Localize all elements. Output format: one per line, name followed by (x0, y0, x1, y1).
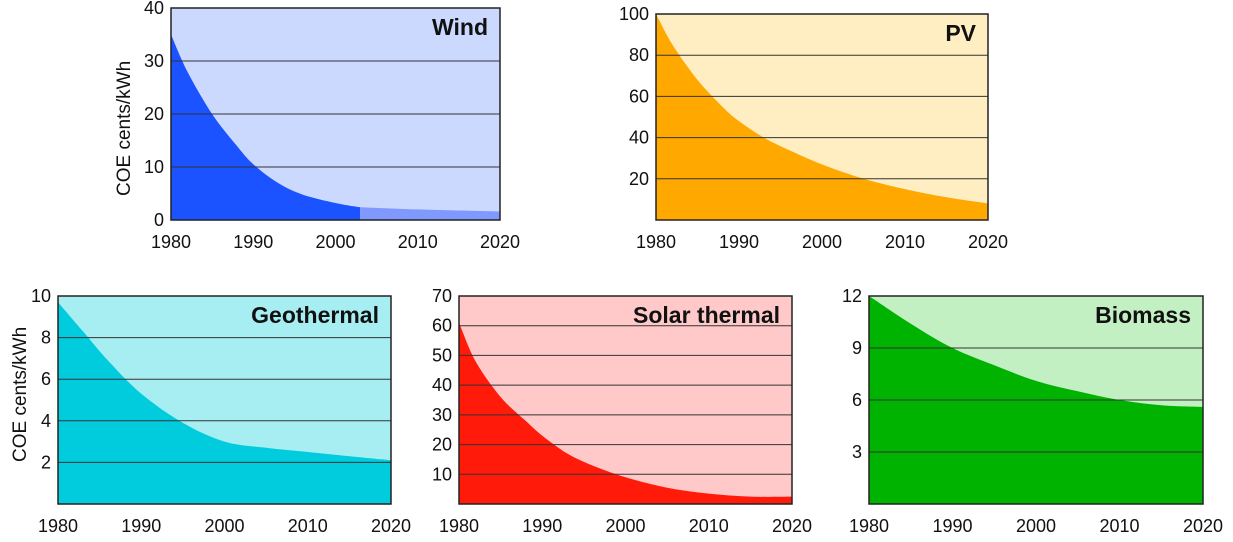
solar-thermal-y-tick-label: 10 (432, 464, 452, 484)
biomass-y-tick-label: 12 (842, 286, 862, 306)
biomass-plot-frame (868, 295, 1204, 505)
solar-thermal-y-tick-label: 60 (432, 316, 452, 336)
solar-thermal-y-tick-label: 30 (432, 405, 452, 425)
solar-thermal-y-tick-label: 50 (432, 345, 452, 365)
pv-x-tick-label: 2000 (802, 232, 842, 252)
pv-x-tick-label: 1990 (719, 232, 759, 252)
pv-y-tick-label: 60 (629, 86, 649, 106)
biomass-x-tick-label: 1990 (932, 516, 972, 536)
biomass-x-tick-label: 2000 (1016, 516, 1056, 536)
geothermal-y-tick-label: 10 (31, 286, 51, 306)
biomass-x-tick-label: 2020 (1183, 516, 1223, 536)
solar-thermal-y-tick-label: 40 (432, 375, 452, 395)
pv-y-tick-label: 40 (629, 128, 649, 148)
biomass-x-tick-label: 1980 (849, 516, 889, 536)
geothermal-y-axis-label: COE cents/kWh (10, 326, 31, 462)
wind-area-historical (171, 34, 361, 220)
wind-y-tick-label: 10 (144, 157, 164, 177)
geothermal-x-tick-label: 1990 (121, 516, 161, 536)
biomass-chart-title: Biomass (1095, 302, 1191, 328)
solar-thermal-chart: 10 20 30 40 50 60 70 1980 1990 2000 2010 2020 Solar … (432, 286, 812, 536)
pv-area (656, 14, 988, 220)
wind-y-tick-label: 30 (144, 51, 164, 71)
solar-thermal-plot-frame (458, 295, 793, 505)
geothermal-x-tick-label: 2010 (288, 516, 328, 536)
biomass-y-tick-label: 3 (852, 442, 862, 462)
wind-plot-frame (170, 7, 501, 221)
solar-thermal-x-tick-label: 2020 (772, 516, 812, 536)
geothermal-area (58, 302, 391, 504)
pv-plot-frame (655, 13, 989, 221)
wind-x-tick-label: 2010 (398, 232, 438, 252)
solar-thermal-area (459, 322, 792, 504)
geothermal-plot-frame (57, 295, 392, 505)
wind-x-tick-label: 2020 (480, 232, 520, 252)
solar-thermal-y-tick-label: 70 (432, 286, 452, 306)
geothermal-x-tick-label: 2000 (204, 516, 244, 536)
solar-thermal-x-tick-label: 2010 (689, 516, 729, 536)
solar-thermal-x-tick-label: 1980 (439, 516, 479, 536)
pv-x-tick-label: 2010 (885, 232, 925, 252)
pv-chart-title: PV (945, 20, 976, 46)
wind-area-projected (360, 207, 500, 220)
geothermal-x-tick-label: 2020 (371, 516, 411, 536)
pv-x-tick-label: 2020 (968, 232, 1008, 252)
pv-y-tick-label: 100 (619, 4, 649, 24)
geothermal-x-tick-label: 1980 (38, 516, 78, 536)
solar-thermal-x-tick-label: 2000 (605, 516, 645, 536)
wind-x-tick-label: 1980 (151, 232, 191, 252)
geothermal-y-tick-label: 2 (41, 452, 51, 472)
pv-y-tick-label: 80 (629, 45, 649, 65)
wind-y-tick-label: 0 (154, 210, 164, 230)
wind-chart: 0 10 20 30 40 1980 1990 2000 2010 2020 Wind (144, 0, 520, 252)
biomass-x-tick-label: 2010 (1099, 516, 1139, 536)
pv-y-tick-label: 20 (629, 169, 649, 189)
wind-chart-title: Wind (432, 14, 488, 40)
biomass-chart: 3 6 9 12 1980 1990 2000 2010 2020 Biomass (842, 286, 1223, 536)
pv-x-tick-label: 1980 (636, 232, 676, 252)
biomass-y-tick-label: 9 (852, 338, 862, 358)
wind-x-tick-label: 2000 (315, 232, 355, 252)
wind-x-tick-label: 1990 (233, 232, 273, 252)
solar-thermal-chart-title: Solar thermal (633, 302, 780, 328)
geothermal-chart-title: Geothermal (251, 302, 379, 328)
geothermal-y-tick-label: 6 (41, 369, 51, 389)
geothermal-chart: 2 4 6 8 10 1980 1990 2000 2010 2020 Geothermal (31, 286, 411, 536)
pv-chart: 20 40 60 80 100 1980 1990 2000 2010 2020 PV (619, 4, 1008, 252)
biomass-y-tick-label: 6 (852, 390, 862, 410)
geothermal-y-tick-label: 4 (41, 411, 51, 431)
wind-y-axis-label: COE cents/kWh (114, 60, 135, 196)
wind-y-tick-label: 40 (144, 0, 164, 18)
geothermal-y-tick-label: 8 (41, 328, 51, 348)
solar-thermal-y-tick-label: 20 (432, 435, 452, 455)
wind-y-tick-label: 20 (144, 104, 164, 124)
solar-thermal-x-tick-label: 1990 (522, 516, 562, 536)
